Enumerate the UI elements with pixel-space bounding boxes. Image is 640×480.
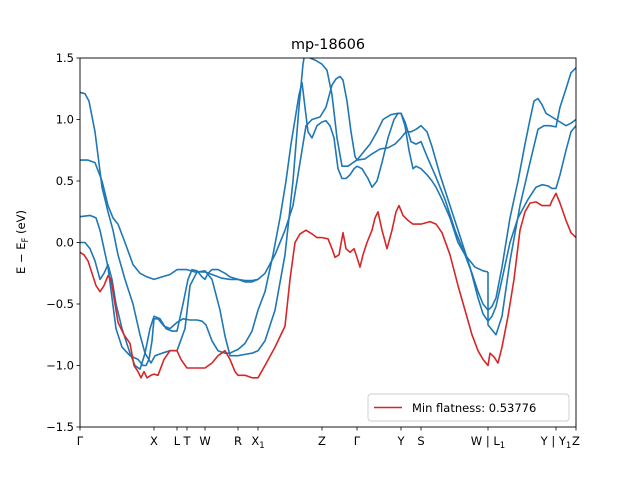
y-tick-label: 1.0 — [56, 113, 74, 127]
x-tick-label: Z — [318, 434, 326, 448]
x-tick-label: R — [234, 434, 242, 448]
y-axis: −1.5 −1.0 −0.5 0.0 0.5 1.0 1.5 — [46, 51, 80, 434]
band-line-6 — [487, 97, 576, 311]
series-layer — [80, 58, 576, 370]
y-tick-label: 0.5 — [56, 174, 74, 188]
chart-title: mp-18606 — [291, 37, 365, 53]
x-tick-label: Y — [396, 434, 405, 448]
x-tick-label: X — [150, 434, 158, 448]
x-tick-label: W | L1 — [471, 434, 505, 451]
band-line-5 — [80, 81, 489, 367]
band-line-7 — [80, 241, 259, 370]
band-line-1 — [80, 58, 489, 364]
y-axis-label: E − EF (eV) — [14, 210, 31, 274]
highlight-layer — [80, 192, 576, 379]
legend-box — [367, 393, 570, 422]
y-tick-label: 1.5 — [56, 51, 74, 65]
x-tick-label: Y | Y1 — [540, 434, 572, 451]
x-axis: Γ X L T W R X1 Z Γ Y S W | L1 Y | Y1 Z — [77, 427, 580, 451]
band-line-2 — [487, 67, 576, 336]
x-tick-label: S — [417, 434, 424, 448]
y-tick-label: 0.0 — [56, 236, 74, 250]
x-tick-label: Z — [572, 434, 580, 448]
band-line-4 — [487, 125, 576, 322]
legend-label: Min flatness: 0.53776 — [412, 401, 536, 415]
band-line-3 — [80, 75, 489, 322]
x-tick-label: W — [199, 434, 210, 448]
legend: Min flatness: 0.53776 — [367, 393, 570, 422]
y-tick-label: −0.5 — [46, 297, 74, 311]
x-tick-label: T — [182, 434, 191, 448]
x-tick-label: X1 — [251, 434, 264, 451]
y-tick-label: −1.5 — [46, 420, 74, 434]
x-tick-label: Γ — [77, 434, 84, 448]
x-tick-label: Γ — [354, 434, 361, 448]
min-flatness-band-line — [80, 192, 576, 379]
x-tick-label: L — [174, 434, 181, 448]
y-tick-label: −1.0 — [46, 359, 74, 373]
